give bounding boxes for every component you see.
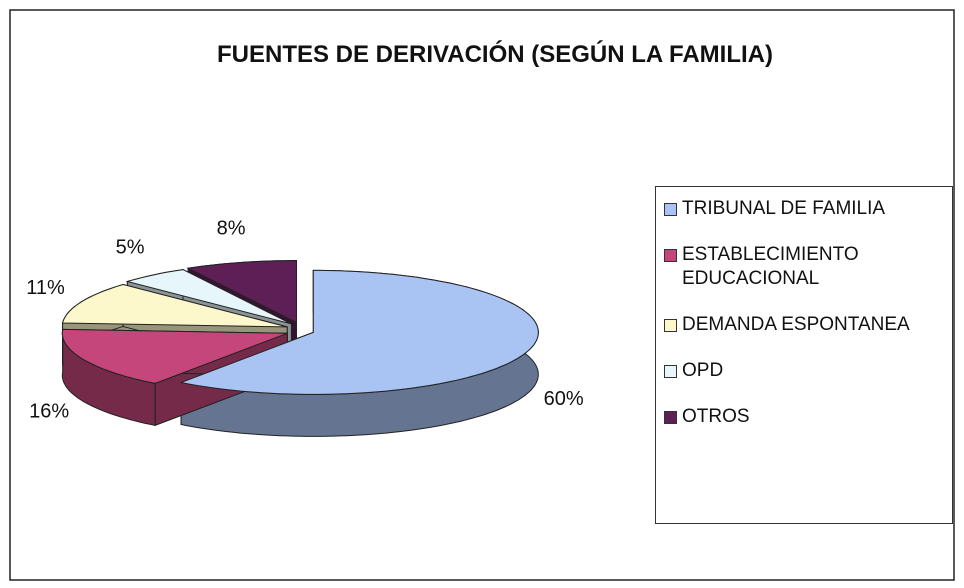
data-label: 11% (26, 277, 65, 299)
legend-label: ESTABLECIMIENTO EDUCACIONAL (682, 244, 859, 289)
data-label: 8% (217, 218, 246, 240)
data-label: 60% (544, 388, 584, 410)
data-label: 5% (116, 236, 145, 258)
legend-item: ESTABLECIMIENTO EDUCACIONAL (664, 243, 914, 291)
legend-swatch (664, 203, 677, 216)
data-label: 16% (29, 400, 69, 422)
legend-item: OTROS (664, 405, 914, 429)
legend-label: DEMANDA ESPONTANEA (682, 314, 910, 335)
legend-item: OPD (664, 359, 914, 383)
slice (186, 259, 297, 324)
legend-label: TRIBUNAL DE FAMILIA (682, 198, 886, 219)
slice (125, 269, 292, 325)
slice (179, 269, 539, 395)
legend-label: OTROS (682, 406, 750, 427)
legend-item: DEMANDA ESPONTANEA (664, 313, 914, 337)
legend-label: OPD (682, 360, 724, 381)
legend-item: TRIBUNAL DE FAMILIA (664, 197, 914, 221)
legend-swatch (664, 411, 677, 424)
chart-title: FUENTES DE DERIVACIÓN (SEGÚN LA FAMILIA) (217, 40, 773, 68)
legend-swatch (664, 249, 677, 262)
legend-swatch (664, 319, 677, 332)
slice (61, 283, 288, 328)
legend-swatch (664, 365, 677, 378)
slice (61, 328, 288, 384)
legend: TRIBUNAL DE FAMILIA ESTABLECIMIENTO EDUCA… (655, 186, 953, 524)
